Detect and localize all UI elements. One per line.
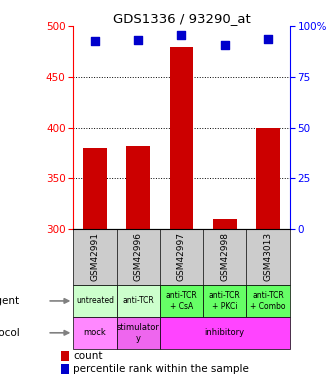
Bar <box>160 285 203 317</box>
Text: GSM43013: GSM43013 <box>263 232 273 281</box>
Bar <box>83 148 107 229</box>
Bar <box>117 317 160 349</box>
Text: count: count <box>73 351 103 361</box>
Text: GSM42991: GSM42991 <box>90 232 100 281</box>
Bar <box>203 285 246 317</box>
Point <box>136 38 141 44</box>
Text: anti-TCR
+ Combo: anti-TCR + Combo <box>250 291 286 310</box>
Text: agent: agent <box>0 296 20 306</box>
Bar <box>126 146 150 229</box>
Text: protocol: protocol <box>0 328 20 338</box>
Bar <box>73 317 117 349</box>
Point <box>179 32 184 38</box>
Text: mock: mock <box>84 328 106 338</box>
Text: stimulator
y: stimulator y <box>117 323 160 342</box>
Point <box>92 39 98 45</box>
Title: GDS1336 / 93290_at: GDS1336 / 93290_at <box>113 12 250 25</box>
Text: GSM42998: GSM42998 <box>220 232 229 281</box>
Bar <box>256 128 280 229</box>
Text: GSM42996: GSM42996 <box>134 232 143 281</box>
Text: percentile rank within the sample: percentile rank within the sample <box>73 364 249 374</box>
Bar <box>117 285 160 317</box>
Bar <box>61 364 69 374</box>
Bar <box>169 46 193 229</box>
Bar <box>213 219 237 229</box>
Bar <box>160 317 290 349</box>
Bar <box>246 285 290 317</box>
Text: anti-TCR
+ PKCi: anti-TCR + PKCi <box>209 291 241 310</box>
Text: anti-TCR: anti-TCR <box>122 296 154 305</box>
Text: GSM42997: GSM42997 <box>177 232 186 281</box>
Point <box>222 42 227 48</box>
Point <box>265 36 271 42</box>
Text: anti-TCR
+ CsA: anti-TCR + CsA <box>166 291 197 310</box>
Text: inhibitory: inhibitory <box>205 328 245 338</box>
Bar <box>73 285 117 317</box>
Bar <box>61 351 69 361</box>
Text: untreated: untreated <box>76 296 114 305</box>
